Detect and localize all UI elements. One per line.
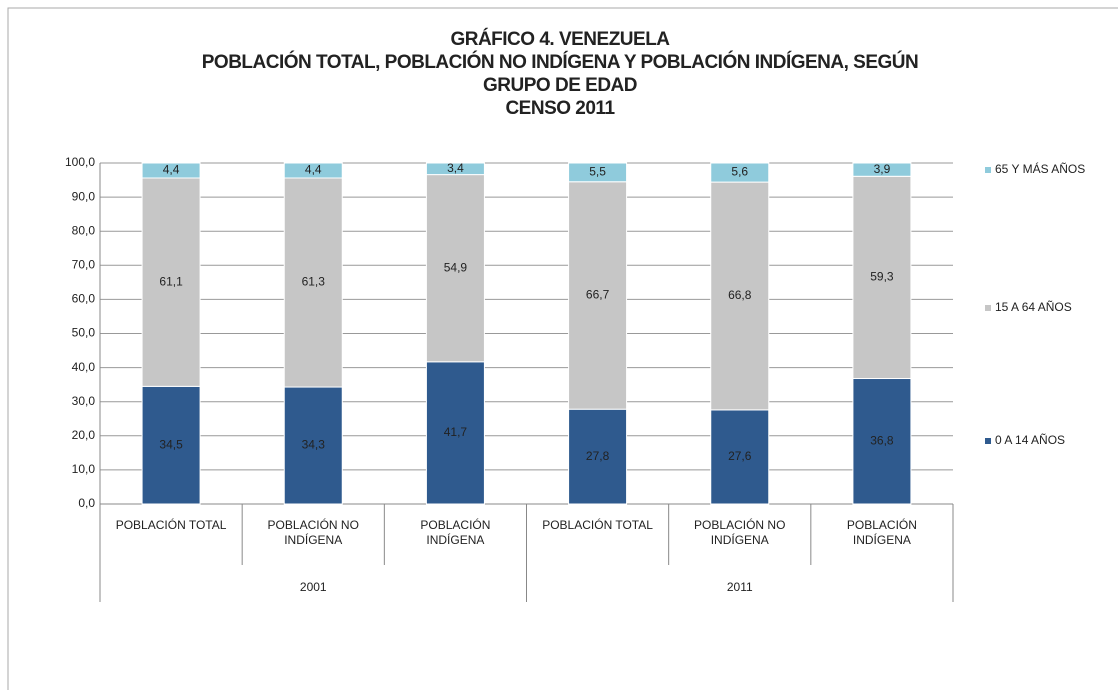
chart-title: GRUPO DE EDAD [483,75,637,96]
y-tick-label: 100,0 [65,155,95,169]
bar-segment [425,361,485,505]
data-label: 54,9 [444,260,468,274]
bar-segment [852,378,912,505]
data-label: 66,8 [728,288,752,302]
bar-segment [283,162,343,179]
y-tick-label: 90,0 [72,189,96,203]
data-label: 59,3 [870,270,894,284]
data-label: 3,9 [874,162,891,176]
bar-segment [283,386,343,505]
bar-segment [283,177,343,388]
chart-title: POBLACIÓN TOTAL, POBLACIÓN NO INDÍGENA Y… [202,51,919,73]
y-tick-label: 30,0 [72,394,96,408]
bar-segment [710,409,770,505]
y-tick-label: 0,0 [78,496,95,510]
legend-label: 0 A 14 AÑOS [995,433,1065,447]
group-label: 2001 [300,580,327,594]
x-tick-label: POBLACIÓN INDÍGENA [846,518,917,547]
x-tick-label: POBLACIÓN INDÍGENA [420,518,491,547]
y-tick-label: 50,0 [72,326,96,340]
bar-segment [568,181,628,410]
chart-title: GRÁFICO 4. VENEZUELA [450,28,670,50]
bar-segment [141,385,201,505]
x-tick-label: POBLACIÓN TOTAL [542,518,653,532]
data-label: 5,6 [731,165,748,179]
data-label: 34,5 [159,437,183,451]
group-label: 2011 [727,580,753,594]
x-tick-label: POBLACIÓN TOTAL [115,518,227,532]
legend-label: 65 Y MÁS AÑOS [995,161,1085,176]
data-label: 5,5 [589,165,606,179]
data-label: 34,3 [302,438,326,452]
bar-segment [852,175,912,380]
y-tick-label: 60,0 [72,292,96,306]
bar-segment [141,177,201,387]
y-tick-label: 10,0 [72,462,96,476]
bar-segment [852,162,912,177]
y-tick-label: 20,0 [72,428,96,442]
bar-segment [568,162,628,183]
frame [7,7,1118,690]
y-tick-label: 70,0 [72,257,96,271]
bar-segment [568,408,628,505]
data-label: 61,3 [302,275,326,289]
legend-swatch [985,305,991,311]
x-tick-label: POBLACIÓN NO INDÍGENA [267,518,359,547]
x-tick-label: POBLACIÓN NO INDÍGENA [694,518,786,547]
bar-segment [425,162,485,176]
data-label: 3,4 [447,161,464,175]
bar-segment [710,162,770,183]
chart-title: CENSO 2011 [505,98,615,119]
data-label: 27,6 [728,449,752,463]
legend-swatch [985,167,991,173]
data-label: 36,8 [870,433,894,447]
data-label: 41,7 [444,425,468,439]
legend-swatch [985,438,991,444]
legend-label: 15 A 64 AÑOS [995,300,1072,314]
data-label: 61,1 [159,274,183,288]
y-tick-label: 80,0 [72,223,96,237]
data-label: 4,4 [163,163,180,177]
data-label: 66,7 [586,288,610,302]
data-label: 4,4 [305,163,322,177]
bar-segment [141,162,201,179]
data-label: 27,8 [586,449,610,463]
bar-segment [710,181,770,411]
y-tick-label: 40,0 [72,360,96,374]
